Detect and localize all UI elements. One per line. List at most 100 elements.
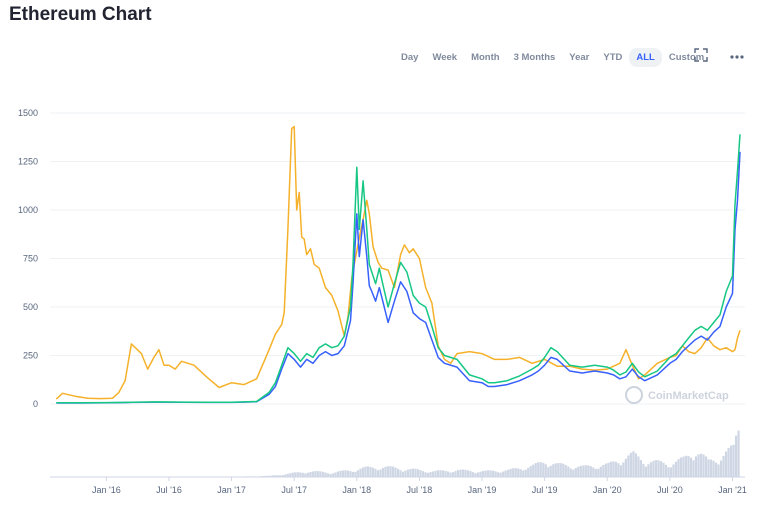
volume-bar: [682, 456, 685, 477]
volume-bar: [719, 460, 723, 477]
volume-bar: [279, 475, 282, 477]
volume-bar: [449, 472, 452, 477]
volume-bar: [642, 463, 645, 477]
volume-bar: [356, 470, 360, 477]
volume-bar: [507, 469, 510, 477]
volume-bar: [381, 467, 385, 477]
volume-bar: [539, 462, 542, 477]
volume-bar: [662, 462, 665, 477]
volume-bar: [446, 471, 450, 477]
volume-bar: [684, 455, 688, 477]
volume-bar: [569, 468, 572, 477]
volume-bar: [431, 471, 435, 477]
volume-bar: [301, 472, 304, 477]
y-tick-label: 750: [23, 254, 38, 264]
coinmarketcap-logo-icon: [625, 386, 643, 404]
volume-bar: [577, 466, 580, 477]
series-line-0: [55, 125, 741, 400]
volume-bar: [537, 462, 540, 477]
volume-bar: [482, 471, 485, 477]
volume-bar: [697, 454, 700, 477]
volume-bar: [454, 471, 457, 477]
volume-bar: [296, 472, 299, 477]
volume-bar: [597, 468, 600, 477]
volume-bar: [276, 475, 279, 477]
x-tick-label: Jan '20: [593, 485, 622, 495]
volume-bar: [439, 470, 442, 477]
volume-bar: [604, 463, 607, 477]
range-button-ytd[interactable]: YTD: [603, 52, 623, 63]
volume-bar: [552, 464, 555, 477]
volume-bar: [629, 452, 632, 477]
volume-bar: [494, 471, 497, 477]
volume-bar: [574, 468, 577, 477]
volume-bar: [534, 463, 537, 477]
volume-bar: [461, 469, 465, 477]
y-tick-label: 1000: [18, 205, 38, 215]
volume-bar: [677, 459, 680, 477]
volume-bar: [384, 466, 387, 477]
volume-bar: [714, 462, 718, 477]
volume-bar: [304, 473, 307, 477]
range-button-day[interactable]: Day: [401, 52, 419, 63]
series-line-1: [56, 151, 741, 404]
volume-bar: [419, 470, 422, 477]
volume-bar: [557, 463, 560, 477]
fullscreen-icon[interactable]: [694, 48, 708, 65]
volume-bar: [484, 470, 487, 477]
volume-bar: [657, 460, 660, 477]
volume-bar: [344, 470, 347, 477]
volume-bar: [284, 474, 287, 477]
y-tick-label: 1500: [18, 108, 38, 118]
volume-bar: [654, 460, 658, 477]
volume-bar: [669, 467, 673, 477]
volume-bar: [704, 456, 708, 477]
volume-bar: [579, 465, 582, 477]
volume-bar: [411, 468, 415, 477]
volume-bar: [299, 472, 302, 477]
x-tick-label: Jul '20: [657, 485, 683, 495]
volume-bar: [346, 470, 349, 477]
volume-bar: [532, 464, 535, 477]
volume-bar: [667, 467, 670, 477]
volume-bar: [547, 467, 550, 477]
volume-bar: [349, 471, 352, 477]
volume-bar: [637, 456, 640, 477]
volume-bar: [429, 472, 432, 477]
volume-bar: [504, 470, 507, 477]
range-button-all[interactable]: ALL: [629, 48, 662, 67]
volume-bar: [582, 465, 585, 477]
volume-bar: [426, 472, 430, 477]
volume-bar: [334, 472, 337, 477]
volume-bar: [694, 456, 698, 477]
volume-bar: [724, 451, 728, 477]
x-tick-label: Jan '19: [468, 485, 497, 495]
volume-bar: [264, 475, 267, 477]
range-button-3-months[interactable]: 3 Months: [513, 52, 556, 63]
volume-bar: [722, 455, 725, 477]
volume-bar: [737, 430, 740, 477]
volume-bar: [584, 465, 587, 477]
volume-bar: [734, 435, 738, 477]
range-button-month[interactable]: Month: [471, 52, 500, 63]
range-button-week[interactable]: Week: [432, 52, 458, 63]
volume-bar: [647, 464, 650, 477]
y-tick-label: 1250: [18, 157, 38, 167]
volume-bar: [602, 464, 605, 477]
volume-bar: [524, 469, 527, 477]
x-tick-label: Jan '16: [92, 485, 121, 495]
y-tick-label: 0: [33, 399, 38, 409]
volume-bar: [572, 469, 575, 477]
volume-bar: [727, 447, 730, 477]
x-tick-label: Jul '17: [281, 485, 307, 495]
range-button-custom[interactable]: Custom: [668, 52, 705, 63]
more-icon[interactable]: [729, 50, 745, 65]
volume-bar: [679, 457, 683, 477]
volume-bar: [274, 475, 277, 477]
volume-bar: [519, 469, 522, 477]
volume-bar: [599, 466, 602, 477]
volume-bar: [386, 466, 390, 477]
range-button-year[interactable]: Year: [569, 52, 590, 63]
volume-bar: [434, 470, 437, 477]
volume-bar: [444, 470, 447, 477]
